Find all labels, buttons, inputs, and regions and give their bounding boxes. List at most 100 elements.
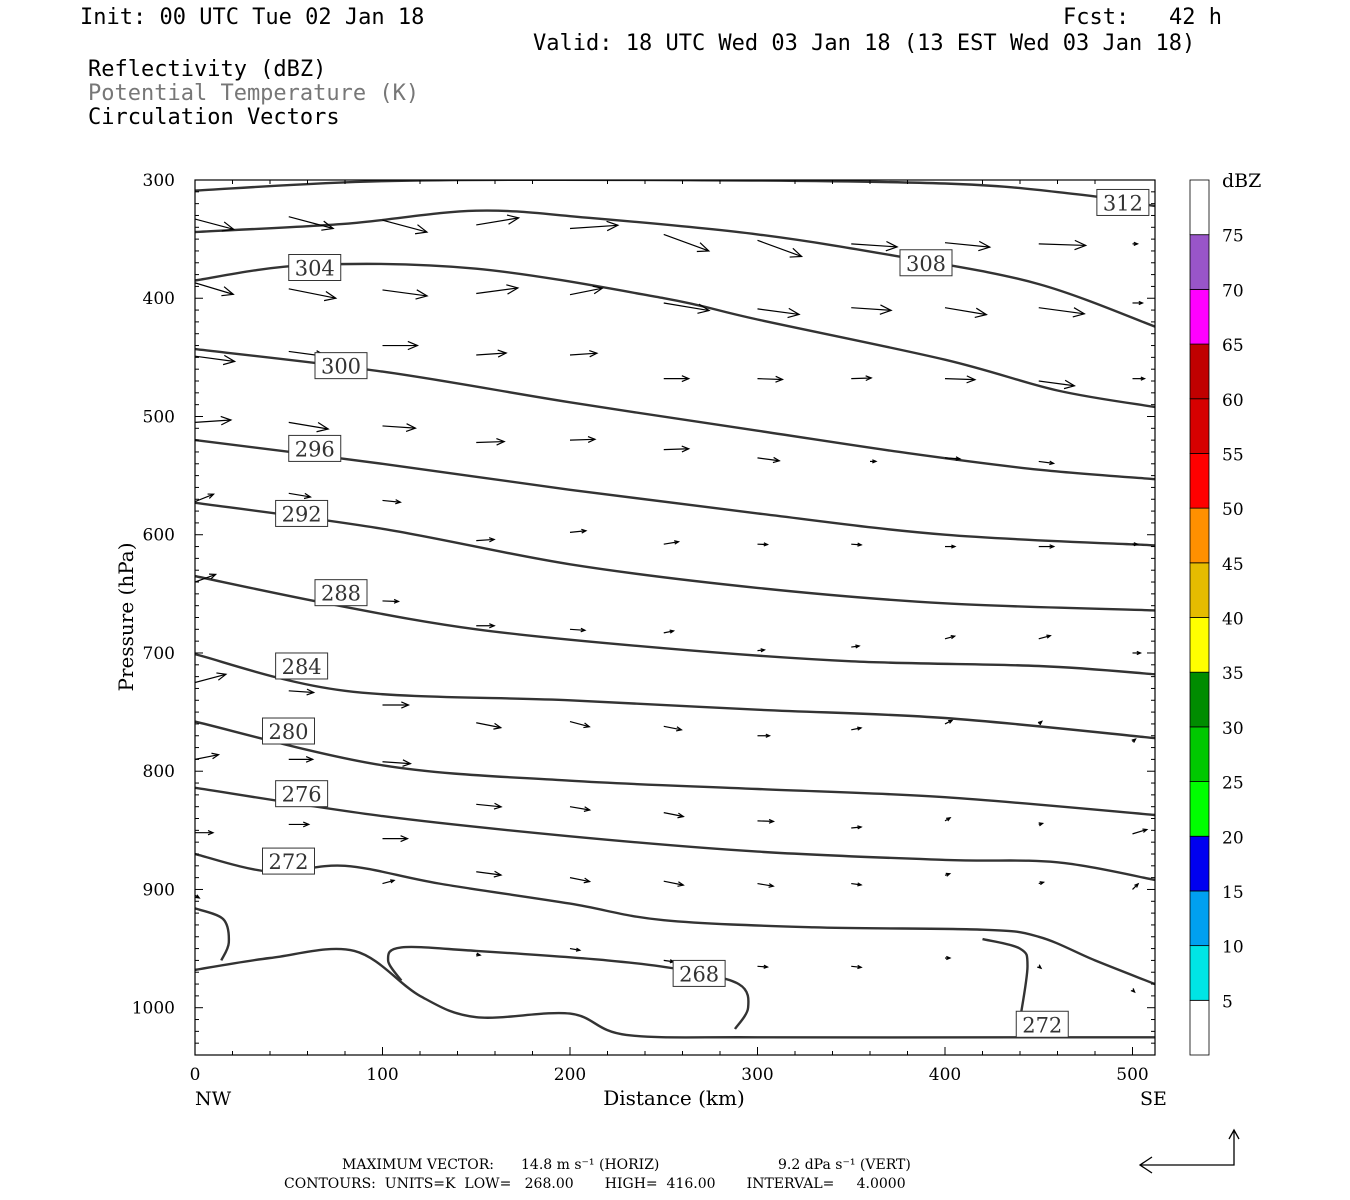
x-tick-label: 300 [741,1065,773,1085]
contour-label-text: 272 [268,850,308,874]
circulation-vector [851,644,861,649]
colorbar-segment [1189,890,1210,947]
y-tick-label: 700 [143,644,175,664]
theta-contour-304 [195,262,1155,409]
theta-contour-272 [982,937,1029,1020]
contour-label-text: 276 [282,783,322,807]
circulation-vector [569,947,582,952]
circulation-vector [569,436,597,443]
circulation-vectors [195,214,1149,994]
circulation-vector [944,375,977,384]
circulation-vector [1037,720,1044,726]
forecast-hour: Fcst: 42 h [1063,5,1222,30]
contour-label-text: 280 [268,720,308,744]
circulation-vector [195,493,216,503]
theta-contour-276 [195,786,1155,882]
colorbar-label: 5 [1222,992,1233,1012]
contour-label-text: 288 [321,582,361,606]
x-tick-label: 100 [366,1065,398,1085]
circulation-vector [1038,239,1088,251]
colorbar-label: 65 [1222,336,1244,356]
circulation-vector [476,537,496,543]
circulation-vector [382,289,429,300]
colorbar-label: 30 [1222,719,1244,739]
colorbar-label: 25 [1222,774,1244,794]
circulation-vector [288,216,335,231]
circulation-vector [757,456,781,464]
circulation-vector [382,423,417,432]
colorbar-label: 10 [1222,938,1244,958]
circulation-vector [851,964,863,970]
circulation-vector [944,719,954,725]
max-vector-vert: 9.2 dPa s⁻¹ (VERT) [778,1157,911,1173]
colorbar-segment [1189,617,1210,673]
contour-label: 272 [262,847,315,875]
circulation-vector [1038,307,1086,318]
circulation-vector [195,415,233,426]
y-tick-label: 600 [143,526,175,546]
circulation-vector [663,233,711,253]
contour-label: 268 [672,959,726,987]
circulation-vector [1132,300,1145,306]
circulation-vector [569,720,591,729]
colorbar-segment [1189,234,1210,290]
circulation-vector [382,499,402,505]
circulation-vector [288,688,316,696]
circulation-vector [476,802,503,810]
colorbar-segment [1189,288,1210,345]
theta-contours [195,180,1155,1039]
colorbar-label: 50 [1222,500,1244,520]
colorbar-segment [1189,562,1210,618]
circulation-vector [195,573,218,583]
colorbar-segment [1189,507,1210,564]
circulation-vector [945,955,952,961]
circulation-vector [757,818,776,824]
circulation-vector [195,218,236,232]
contours-info: CONTOURS: UNITS=K LOW= 268.00 HIGH= 416.… [284,1176,906,1192]
field-potential-temperature: Potential Temperature (K) [88,81,420,106]
colorbar-segment [1189,999,1210,1056]
x-axis-label: Distance (km) [603,1086,745,1110]
contour-label-text: 268 [679,962,719,986]
circulation-vector [944,456,962,461]
circulation-vector [288,288,338,302]
circulation-vector [851,542,863,547]
circulation-vector [663,959,676,964]
circulation-vector [195,672,228,684]
contour-label-text: 296 [295,437,335,461]
init-time: Init: 00 UTC Tue 02 Jan 18 [80,5,425,30]
theta-contour-272 [195,907,231,961]
circulation-vector [944,307,988,318]
circulation-vector [851,726,863,731]
x-tick-label: 200 [554,1065,586,1085]
circulation-vector [1130,988,1136,994]
contour-label-text: 272 [1022,1013,1062,1037]
y-tick-label: 800 [143,762,175,782]
dbz-colorbar: 5 10 15 20 25 30 35 40 45 50 55 60 65 70 75 [1189,179,1244,1056]
circulation-vector [757,542,770,547]
circulation-vector [663,540,681,545]
circulation-vector [476,870,503,878]
circulation-vector [1132,882,1140,890]
circulation-vector [382,701,411,709]
contour-label: 300 [314,352,368,380]
y-tick-label: 1000 [132,999,175,1019]
y-tick-label: 900 [143,880,175,900]
max-vector-horiz: 14.8 m s⁻¹ (HORIZ) [521,1157,660,1173]
circulation-vector [851,304,893,315]
circulation-vector [757,733,772,738]
circulation-vector [1132,376,1147,381]
circulation-vector [1038,379,1076,390]
circulation-vector [757,239,804,258]
colorbar-segment [1189,945,1210,1001]
colorbar-label: 45 [1222,555,1244,575]
theta-contour-272 [195,947,1155,1039]
colorbar-label: 40 [1222,610,1244,630]
circulation-vector [569,877,592,884]
circulation-vector [382,835,410,843]
contour-label: 276 [275,780,329,808]
max-vector-label: MAXIMUM VECTOR: [342,1157,494,1173]
circulation-vector [944,240,992,252]
x-tick-label: 500 [1116,1065,1148,1085]
